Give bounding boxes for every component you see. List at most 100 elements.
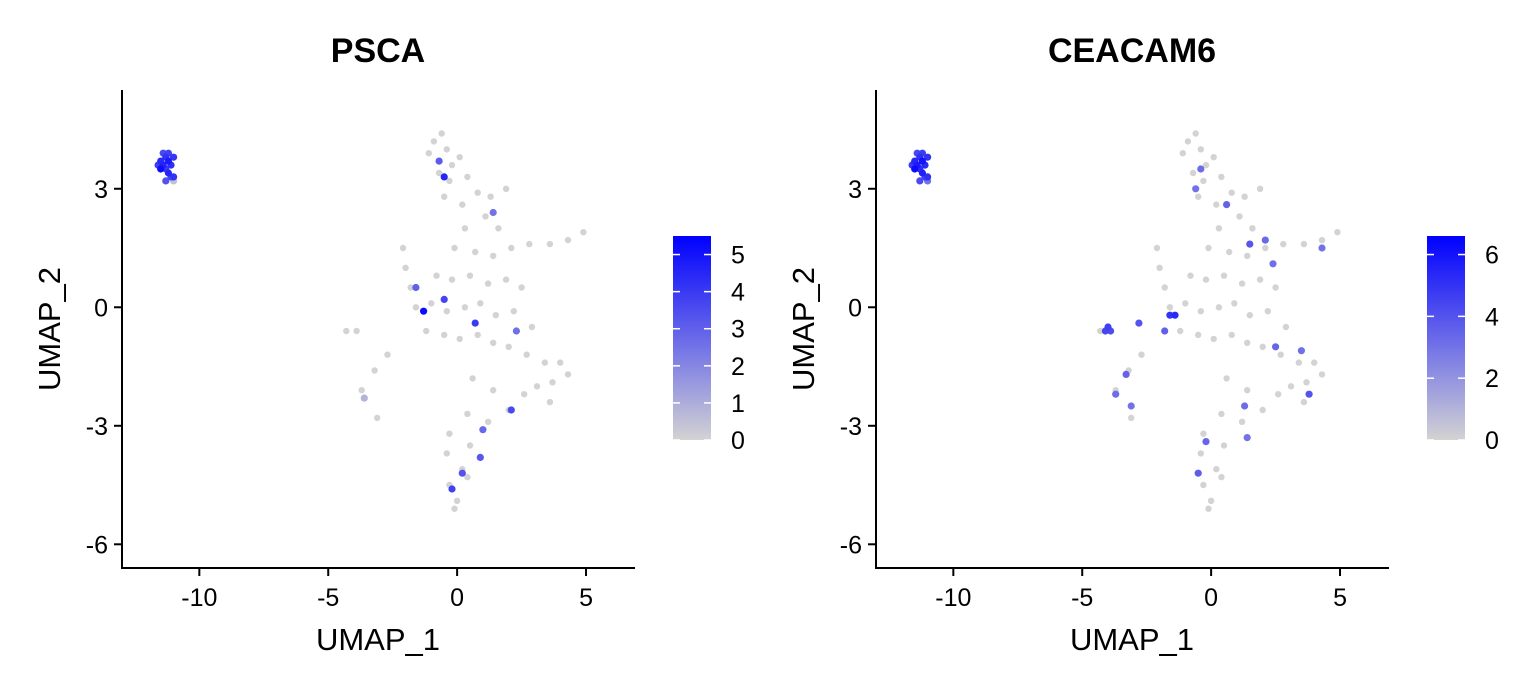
data-point bbox=[407, 284, 414, 291]
data-point bbox=[1218, 473, 1225, 481]
data-point bbox=[1197, 308, 1205, 315]
y-tick-label: 3 bbox=[848, 176, 862, 204]
data-point bbox=[1218, 173, 1225, 181]
data-point bbox=[435, 157, 443, 165]
data-point bbox=[1295, 359, 1303, 366]
y-tick-label: 0 bbox=[94, 294, 108, 322]
data-point bbox=[440, 173, 448, 181]
data-point bbox=[374, 414, 381, 422]
y-tick-label: -3 bbox=[840, 413, 862, 441]
x-axis-title: UMAP_1 bbox=[1070, 622, 1194, 657]
x-tick-label: -5 bbox=[317, 584, 339, 612]
data-point bbox=[443, 308, 450, 315]
data-point bbox=[508, 244, 515, 252]
data-point bbox=[1171, 311, 1179, 319]
data-point bbox=[443, 450, 450, 457]
data-point bbox=[507, 406, 515, 414]
data-point bbox=[477, 300, 484, 307]
data-point bbox=[1192, 130, 1199, 137]
data-point bbox=[461, 225, 469, 232]
data-point bbox=[476, 453, 484, 461]
data-point bbox=[412, 304, 420, 311]
data-point bbox=[1215, 304, 1223, 311]
colorbar-gradient bbox=[1427, 236, 1465, 440]
data-point bbox=[1318, 236, 1326, 244]
data-point bbox=[484, 280, 492, 287]
data-point bbox=[1262, 244, 1269, 252]
data-point bbox=[528, 323, 536, 331]
data-point bbox=[1161, 327, 1169, 335]
data-point bbox=[412, 283, 420, 292]
data-point bbox=[505, 343, 512, 350]
data-point bbox=[1220, 272, 1228, 279]
data-point bbox=[459, 201, 466, 208]
y-tick-label: -6 bbox=[840, 531, 862, 559]
data-point bbox=[456, 154, 463, 161]
data-point bbox=[448, 276, 456, 283]
y-axis-title: UMAP_2 bbox=[32, 267, 67, 391]
data-point bbox=[1128, 414, 1135, 422]
data-point bbox=[521, 391, 528, 398]
data-point bbox=[1195, 193, 1202, 200]
data-point bbox=[1194, 469, 1202, 477]
colorbar-label: 5 bbox=[731, 242, 745, 270]
data-point bbox=[474, 331, 481, 339]
data-point bbox=[490, 387, 497, 394]
data-point bbox=[1097, 327, 1104, 335]
data-point bbox=[1243, 434, 1251, 442]
data-point bbox=[918, 169, 927, 177]
data-point bbox=[1241, 193, 1248, 200]
data-point bbox=[564, 236, 572, 244]
data-point bbox=[343, 327, 350, 335]
data-point bbox=[518, 284, 525, 291]
data-point bbox=[1282, 323, 1290, 331]
data-point bbox=[170, 153, 178, 161]
data-point bbox=[1241, 402, 1249, 410]
data-point bbox=[1228, 331, 1235, 339]
data-point bbox=[1195, 331, 1202, 339]
y-tick-label: -6 bbox=[86, 531, 108, 559]
data-point bbox=[1228, 189, 1235, 196]
data-point bbox=[446, 430, 453, 437]
data-point bbox=[911, 165, 919, 173]
data-point bbox=[1275, 391, 1282, 398]
data-point bbox=[435, 169, 443, 177]
data-point bbox=[1244, 387, 1251, 394]
data-point bbox=[1200, 481, 1207, 489]
panel-title: PSCA bbox=[331, 32, 425, 70]
data-point bbox=[533, 383, 541, 390]
data-point bbox=[1238, 280, 1246, 287]
colorbar-label: 1 bbox=[731, 390, 745, 418]
data-point bbox=[541, 359, 548, 366]
data-point bbox=[433, 272, 440, 279]
data-point bbox=[1226, 248, 1233, 256]
data-point bbox=[512, 327, 521, 335]
data-point bbox=[474, 189, 481, 196]
data-point bbox=[1300, 398, 1308, 406]
colorbar-label: 0 bbox=[731, 427, 745, 455]
data-point bbox=[438, 130, 445, 137]
data-point bbox=[492, 312, 499, 319]
colorbar-gradient bbox=[673, 236, 711, 440]
data-point bbox=[1192, 185, 1200, 193]
scatter-points bbox=[154, 130, 587, 512]
data-point bbox=[1202, 276, 1210, 283]
x-ticks: -10 -5 0 5 bbox=[181, 568, 593, 612]
data-point bbox=[1197, 165, 1205, 173]
data-point bbox=[1177, 327, 1184, 335]
data-point bbox=[918, 157, 927, 165]
x-tick-label: 5 bbox=[579, 584, 593, 612]
data-point bbox=[469, 375, 476, 382]
data-point bbox=[1112, 390, 1120, 398]
data-point bbox=[924, 173, 932, 181]
data-point bbox=[1104, 323, 1112, 331]
y-ticks: -6 -3 0 3 bbox=[86, 176, 122, 559]
data-point bbox=[482, 213, 489, 220]
colorbar-label: 4 bbox=[1485, 303, 1499, 331]
data-point bbox=[360, 394, 368, 402]
data-point bbox=[448, 485, 456, 493]
data-point bbox=[425, 150, 432, 157]
data-point bbox=[523, 351, 530, 358]
data-point bbox=[1318, 371, 1326, 378]
data-point bbox=[164, 157, 172, 165]
